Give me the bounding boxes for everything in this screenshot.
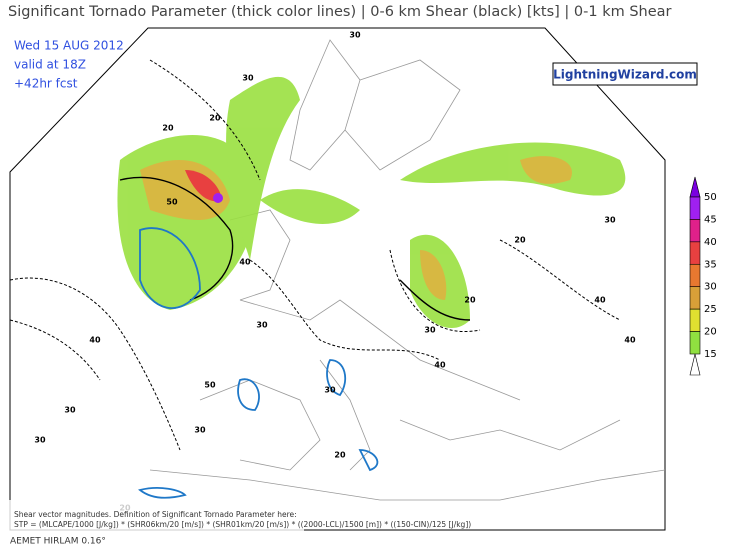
- legend-label: 20: [704, 327, 717, 338]
- date: Wed 15 AUG 2012: [14, 39, 124, 53]
- contour-label: 40: [434, 361, 446, 370]
- legend-label: 45: [704, 214, 717, 225]
- contour-label: 30: [64, 406, 76, 415]
- contour-label: 30: [349, 31, 361, 40]
- contour-label: 40: [89, 336, 101, 345]
- shear-contours: [9, 59, 621, 451]
- contour-label: 30: [242, 74, 254, 83]
- contour-label: 50: [166, 198, 178, 207]
- legend-label: 30: [704, 282, 717, 293]
- valid: valid at 18Z: [14, 58, 86, 72]
- legend-label: 15: [704, 349, 717, 360]
- low-shear-contours: [138, 227, 379, 499]
- shear-strong: [119, 176, 471, 321]
- legend-swatch: [689, 219, 701, 243]
- stp-peak: [213, 193, 223, 203]
- legend: 50 45 40 35 30 25 20 15: [689, 176, 717, 376]
- contour-label: 20: [514, 236, 526, 245]
- contour-label: 30: [34, 436, 46, 445]
- legend-swatch: [689, 286, 701, 310]
- contour-label: 20: [209, 114, 221, 123]
- legend-top-arrow: [689, 176, 701, 198]
- legend-label: 50: [704, 192, 717, 203]
- contour-label: 30: [256, 321, 268, 330]
- forecast: +42hr fcst: [14, 77, 78, 91]
- coastlines: [149, 39, 666, 501]
- legend-swatch: [689, 331, 701, 355]
- title: Significant Tornado Parameter (thick col…: [8, 4, 672, 20]
- contour-label: 40: [239, 258, 251, 267]
- contour-label: 40: [594, 296, 606, 305]
- legend-swatch: [689, 308, 701, 332]
- contour-label: 30: [604, 216, 616, 225]
- legend-label: 25: [704, 304, 717, 315]
- contour-label: 40: [624, 336, 636, 345]
- legend-swatch: [689, 241, 701, 265]
- legend-swatch: [689, 196, 701, 220]
- footer-note: Shear vector magnitudes. Definition of S…: [14, 510, 297, 519]
- site-box: [552, 62, 698, 86]
- contour-label: 30: [424, 326, 436, 335]
- contour-label: 20: [464, 296, 476, 305]
- stp-max: [185, 170, 222, 202]
- legend-swatch: [689, 263, 701, 288]
- contour-label: 20: [162, 124, 174, 133]
- map: 3020302050403040302020304050302030403020…: [9, 27, 666, 531]
- legend-bottom-arrow: [689, 353, 701, 376]
- contour-label: 50: [204, 381, 216, 390]
- contour-label: 30: [194, 426, 206, 435]
- site: LightningWizard.com: [553, 68, 697, 82]
- footer-bg: [4, 500, 304, 548]
- footer-model: AEMET HIRLAM 0.16°: [10, 537, 106, 547]
- contour-label: 20: [334, 451, 346, 460]
- legend-label: 40: [704, 237, 717, 248]
- contour-label: 30: [324, 386, 336, 395]
- legend-label: 35: [704, 259, 717, 270]
- footer-formula: STP = (MLCAPE/1000 [J/kg]) * (SHR06km/20…: [14, 520, 471, 529]
